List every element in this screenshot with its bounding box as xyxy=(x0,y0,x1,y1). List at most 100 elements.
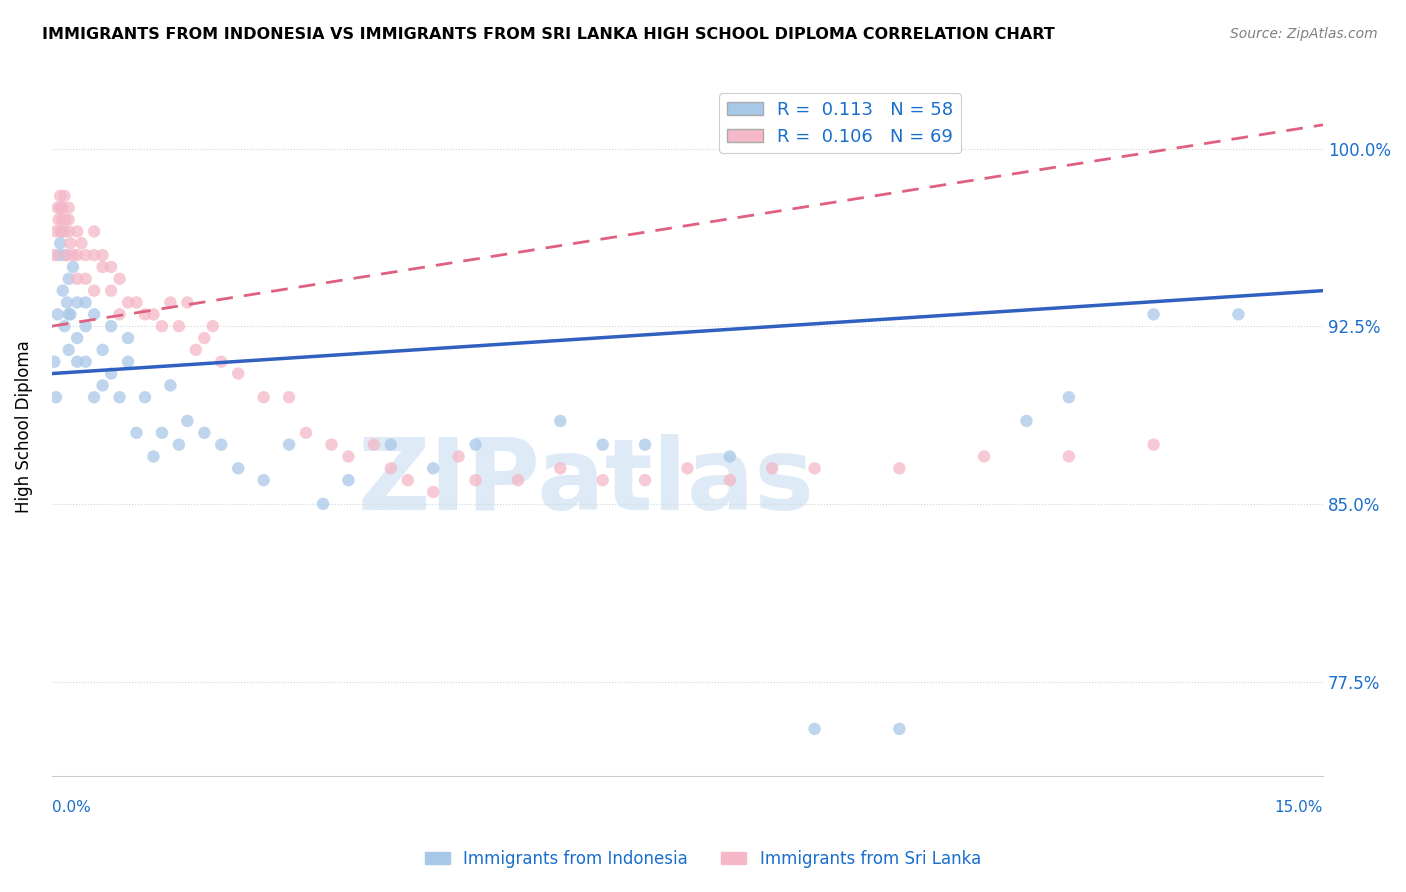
Point xyxy=(337,450,360,464)
Point xyxy=(56,295,79,310)
Point xyxy=(58,272,80,286)
Point xyxy=(52,284,75,298)
Point xyxy=(253,390,276,404)
Y-axis label: High School Diploma: High School Diploma xyxy=(15,341,32,513)
Point xyxy=(58,307,80,321)
Point xyxy=(59,307,82,321)
Point xyxy=(592,473,614,487)
Point xyxy=(75,248,97,262)
Point xyxy=(83,224,105,238)
Point xyxy=(278,437,301,451)
Point xyxy=(66,224,89,238)
Point xyxy=(53,212,76,227)
Point xyxy=(312,497,335,511)
Point xyxy=(75,355,97,369)
Point xyxy=(176,414,198,428)
Point xyxy=(550,461,572,475)
Point xyxy=(117,331,139,345)
Point xyxy=(422,485,444,500)
Point xyxy=(506,473,529,487)
Point xyxy=(45,224,67,238)
Point xyxy=(889,461,911,475)
Point xyxy=(108,390,131,404)
Point xyxy=(337,473,360,487)
Point xyxy=(209,355,232,369)
Point xyxy=(142,450,165,464)
Point xyxy=(117,295,139,310)
Point xyxy=(91,378,114,392)
Point xyxy=(49,201,72,215)
Point xyxy=(83,390,105,404)
Point xyxy=(150,425,173,440)
Point xyxy=(634,437,657,451)
Point xyxy=(550,414,572,428)
Point xyxy=(125,425,148,440)
Point xyxy=(108,307,131,321)
Legend: R =  0.113   N = 58, R =  0.106   N = 69: R = 0.113 N = 58, R = 0.106 N = 69 xyxy=(720,94,960,153)
Point xyxy=(44,248,66,262)
Point xyxy=(58,201,80,215)
Point xyxy=(464,473,486,487)
Point xyxy=(100,284,122,298)
Point xyxy=(803,722,825,736)
Point xyxy=(634,473,657,487)
Point xyxy=(117,355,139,369)
Point xyxy=(66,331,89,345)
Point xyxy=(59,236,82,251)
Point xyxy=(184,343,207,357)
Point xyxy=(134,390,156,404)
Point xyxy=(83,248,105,262)
Point xyxy=(48,212,70,227)
Point xyxy=(53,319,76,334)
Point xyxy=(396,473,419,487)
Point xyxy=(134,307,156,321)
Point xyxy=(1142,437,1164,451)
Point xyxy=(1227,307,1250,321)
Text: Source: ZipAtlas.com: Source: ZipAtlas.com xyxy=(1230,27,1378,41)
Point xyxy=(167,319,190,334)
Point xyxy=(44,355,66,369)
Legend: Immigrants from Indonesia, Immigrants from Sri Lanka: Immigrants from Indonesia, Immigrants fr… xyxy=(419,844,987,875)
Point xyxy=(62,248,84,262)
Point xyxy=(91,343,114,357)
Point xyxy=(66,248,89,262)
Point xyxy=(49,189,72,203)
Point xyxy=(49,224,72,238)
Point xyxy=(91,248,114,262)
Point xyxy=(75,319,97,334)
Point xyxy=(75,272,97,286)
Point xyxy=(150,319,173,334)
Point xyxy=(49,201,72,215)
Point xyxy=(45,390,67,404)
Point xyxy=(48,248,70,262)
Point xyxy=(66,295,89,310)
Point xyxy=(973,450,995,464)
Point xyxy=(46,201,69,215)
Point xyxy=(49,236,72,251)
Point xyxy=(62,260,84,274)
Point xyxy=(380,437,402,451)
Point xyxy=(53,248,76,262)
Point xyxy=(53,224,76,238)
Point xyxy=(66,355,89,369)
Point xyxy=(125,295,148,310)
Point xyxy=(58,212,80,227)
Point xyxy=(167,437,190,451)
Point xyxy=(193,425,215,440)
Point xyxy=(100,319,122,334)
Point xyxy=(91,260,114,274)
Point xyxy=(718,473,741,487)
Point xyxy=(100,260,122,274)
Point xyxy=(52,201,75,215)
Point xyxy=(761,461,783,475)
Point xyxy=(142,307,165,321)
Point xyxy=(75,295,97,310)
Point xyxy=(58,343,80,357)
Point xyxy=(53,189,76,203)
Point xyxy=(295,425,318,440)
Point xyxy=(1057,450,1080,464)
Point xyxy=(51,224,73,238)
Point xyxy=(108,272,131,286)
Point xyxy=(253,473,276,487)
Point xyxy=(889,722,911,736)
